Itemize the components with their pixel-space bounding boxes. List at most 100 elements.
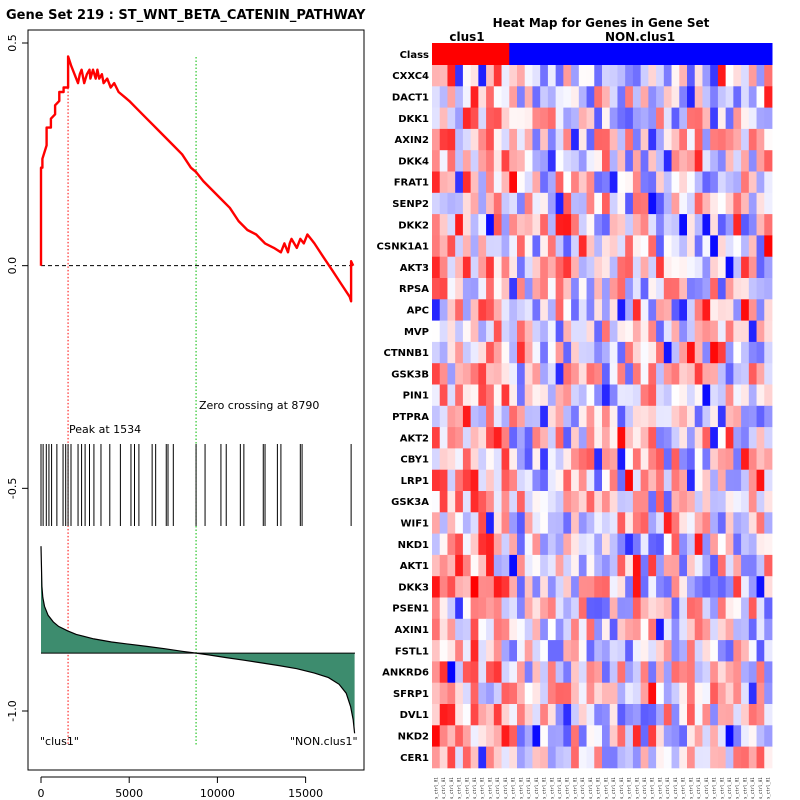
heatmap-cell [455, 299, 464, 321]
heatmap-cell [447, 150, 456, 172]
heatmap-cell [640, 150, 649, 172]
heatmap-cell [671, 65, 680, 87]
heatmap-cell [609, 427, 618, 449]
heatmap-cell [609, 704, 618, 726]
heatmap-cell [694, 405, 703, 428]
gene-label: FSTL1 [395, 646, 429, 657]
heatmap-cell [470, 554, 479, 577]
heatmap-cell [578, 725, 587, 747]
heatmap-cell [756, 86, 765, 108]
heatmap-cell [733, 491, 742, 513]
heatmap-cell [571, 640, 580, 662]
heatmap-cell [547, 128, 557, 151]
heatmap-cell [679, 554, 688, 577]
heatmap-cell [617, 320, 626, 343]
heatmap-cell [717, 682, 727, 705]
heatmap-cell [493, 618, 502, 641]
heatmap-cell [578, 469, 587, 492]
heatmap-cell [524, 469, 533, 492]
heatmap-cell [555, 320, 564, 343]
heatmap-cell [748, 235, 757, 258]
heatmap-cell [486, 533, 495, 556]
heatmap-cell [702, 235, 711, 258]
heatmap-cell [501, 618, 510, 641]
heatmap-cell [710, 640, 719, 662]
sample-label: s_ctrl_01 [681, 777, 686, 799]
heatmap-cell [648, 512, 657, 534]
heatmap-cell [656, 150, 665, 172]
heatmap-cell [717, 320, 727, 343]
heatmap-cell [710, 661, 719, 684]
heatmap-cell [470, 171, 479, 194]
heatmap-cell [748, 86, 757, 108]
heatmap-cell [741, 299, 750, 321]
heatmap-cell [756, 469, 765, 492]
heatmap-cell [725, 341, 734, 364]
heatmap-cell [455, 171, 464, 194]
heatmap-cell [764, 341, 773, 364]
heatmap-cell [447, 128, 456, 151]
heatmap-cell [547, 682, 557, 705]
heatmap-cell [501, 128, 510, 151]
heatmap-cell [625, 469, 634, 492]
heatmap-cell [717, 469, 727, 492]
heatmap-cell [702, 65, 711, 87]
heatmap-cell [648, 107, 657, 130]
heatmap-cell [547, 384, 557, 407]
heatmap-cell [594, 448, 603, 471]
heatmap-cell [447, 171, 456, 194]
heatmap-cell [648, 533, 657, 556]
heatmap-cell [532, 150, 541, 172]
heatmap-cell [648, 384, 657, 407]
heatmap-cell [733, 725, 742, 747]
gene-label: SENP2 [392, 199, 429, 210]
heatmap-cell [509, 150, 518, 172]
heatmap-cell [524, 384, 533, 407]
heatmap-cell [748, 214, 757, 236]
heatmap-cell [741, 576, 750, 598]
heatmap-cell [470, 448, 479, 471]
heatmap-cell [702, 597, 711, 620]
heatmap-cell [439, 278, 448, 300]
heatmap-cell [540, 320, 549, 343]
running-es-layer [39, 55, 355, 745]
heatmap-cell [432, 256, 441, 279]
heatmap-cell [547, 512, 557, 534]
heatmap-cell [632, 405, 642, 428]
metric-area [41, 546, 355, 734]
heatmap-cell [687, 256, 696, 279]
heatmap-cell [555, 256, 564, 279]
heatmap-cell [764, 299, 773, 321]
heatmap-cell [578, 107, 587, 130]
heatmap-cell [617, 299, 626, 321]
heatmap-cell [663, 618, 672, 641]
heatmap-cell [509, 661, 518, 684]
heatmap-cell [455, 618, 464, 641]
heatmap-cell [486, 65, 495, 87]
heatmap-cell [493, 256, 502, 279]
heatmap-cell [594, 661, 603, 684]
heatmap-cell [640, 554, 649, 577]
heatmap-cell [555, 363, 564, 385]
heatmap-cell [563, 107, 572, 130]
heatmap-cell [648, 725, 657, 747]
heatmap-cell [717, 171, 727, 194]
heatmap-cell [625, 746, 634, 769]
heatmap-cell [493, 171, 502, 194]
heatmap-cell [687, 107, 696, 130]
heatmap-cell [517, 661, 526, 684]
heatmap-cell [609, 320, 618, 343]
heatmap-cell [509, 171, 518, 194]
heatmap-cell [563, 448, 572, 471]
heatmap-cell [687, 171, 696, 194]
heatmap-cell [594, 491, 603, 513]
heatmap-cell [439, 384, 448, 407]
heatmap-cell [571, 746, 580, 769]
heatmap-cell [439, 150, 448, 172]
heatmap-cell [578, 533, 587, 556]
heatmap-cell [555, 192, 564, 215]
heatmap-cell [540, 640, 549, 662]
heatmap-cell [733, 640, 742, 662]
heatmap-cell [578, 384, 587, 407]
heatmap-cell [764, 682, 773, 705]
